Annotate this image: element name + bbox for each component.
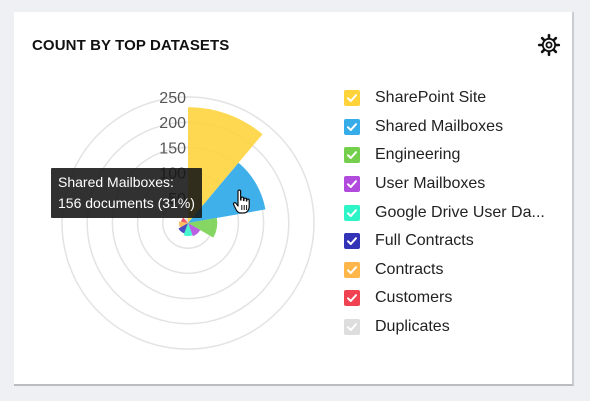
checkmark-icon[interactable] [344,90,360,107]
settings-gear-icon[interactable] [537,33,561,57]
legend-label: Customers [375,289,453,307]
radial-tick-label: 150 [159,140,186,157]
dataset-count-card: COUNT BY TOP DATASETS 50100150200250 Sha… [14,12,574,386]
legend-item[interactable]: Duplicates [344,313,545,342]
chart-legend: SharePoint Site Shared Mailboxes Engineeri… [344,84,545,341]
polar-slice-google-drive-user-da[interactable] [183,223,193,237]
legend-item[interactable]: User Mailboxes [344,170,545,199]
checkmark-icon[interactable] [344,233,360,250]
grid-ring [61,96,315,350]
legend-label: Full Contracts [375,232,474,250]
legend-label: Google Drive User Da... [375,203,545,221]
legend-label: Duplicates [375,318,450,336]
polar-slice-duplicates[interactable] [184,217,188,223]
legend-item[interactable]: Customers [344,284,545,313]
legend-label: Shared Mailboxes [375,117,504,135]
legend-label: SharePoint Site [375,89,487,107]
hand-pointer-icon [232,189,252,220]
legend-label: User Mailboxes [375,175,486,193]
polar-slice-user-mailboxes[interactable] [188,223,201,237]
legend-item[interactable]: Contracts [344,256,545,285]
polar-slice-contracts[interactable] [178,221,188,228]
legend-label: Engineering [375,146,461,164]
polar-slice-full-contracts[interactable] [178,223,188,234]
legend-item[interactable]: SharePoint Site [344,84,545,113]
legend-item[interactable]: Shared Mailboxes [344,113,545,142]
polar-slice-sharepoint-site[interactable] [188,107,263,223]
checkmark-icon[interactable] [344,290,360,307]
tooltip-title: Shared Mailboxes: [58,174,174,190]
legend-item[interactable]: Google Drive User Da... [344,198,545,227]
checkmark-icon[interactable] [344,261,360,278]
legend-label: Contracts [375,260,444,278]
checkmark-icon[interactable] [344,319,360,336]
checkmark-icon[interactable] [344,176,360,193]
radial-tick-label: 200 [159,115,186,132]
polar-slice-engineering[interactable] [188,217,218,238]
tooltip-value: 156 documents (31%) [58,195,195,211]
card-title: COUNT BY TOP DATASETS [32,37,230,54]
checkmark-icon[interactable] [344,118,360,135]
legend-item[interactable]: Full Contracts [344,227,545,256]
polar-slice-customers[interactable] [181,217,188,223]
checkmark-icon[interactable] [344,147,360,164]
chart-tooltip: Shared Mailboxes: 156 documents (31%) [51,168,202,218]
legend-item[interactable]: Engineering [344,141,545,170]
checkmark-icon[interactable] [344,204,360,221]
radial-tick-label: 250 [159,90,186,107]
